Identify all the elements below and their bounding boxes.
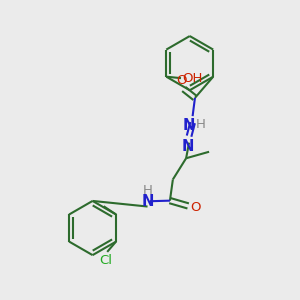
- Text: O: O: [176, 74, 187, 87]
- Text: O: O: [190, 201, 201, 214]
- Text: OH: OH: [182, 72, 203, 85]
- Text: N: N: [182, 139, 194, 154]
- Text: H: H: [196, 118, 206, 131]
- Text: N: N: [183, 118, 195, 134]
- Text: N: N: [141, 194, 154, 209]
- Text: Cl: Cl: [99, 254, 112, 267]
- Text: H: H: [142, 184, 152, 197]
